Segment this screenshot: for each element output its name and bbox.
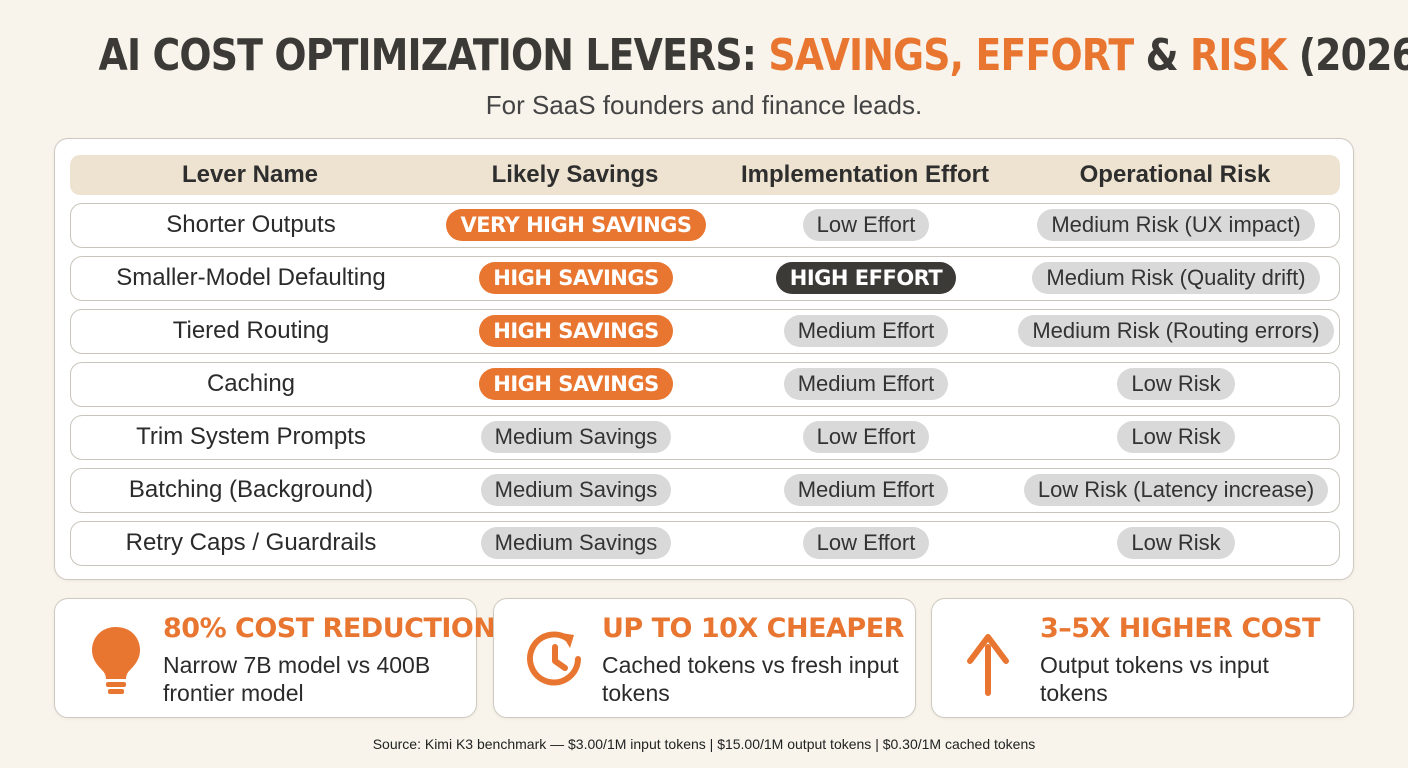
- stat-headline: 3–5X HIGHER COST: [1040, 613, 1320, 644]
- table-header: Lever Name Likely Savings Implementation…: [70, 155, 1340, 195]
- table-row: Caching HIGH SAVINGS Medium Effort Low R…: [70, 362, 1340, 407]
- header-likely-savings: Likely Savings: [491, 161, 659, 188]
- lever-name: Smaller-Model Defaulting: [116, 264, 386, 291]
- table-row: Retry Caps / Guardrails Medium Savings L…: [70, 521, 1340, 566]
- savings-badge: HIGH SAVINGS: [479, 262, 673, 294]
- lightbulb-icon: [81, 621, 151, 697]
- title-space: [963, 30, 975, 81]
- risk-badge: Medium Risk (UX impact): [1037, 209, 1315, 241]
- risk-badge: Medium Risk (Quality drift): [1032, 262, 1320, 294]
- lever-name: Trim System Prompts: [136, 423, 366, 450]
- stat-headline: UP TO 10X CHEAPER: [602, 613, 904, 644]
- table-row: Smaller-Model Defaulting HIGH SAVINGS HI…: [70, 256, 1340, 301]
- risk-badge: Medium Risk (Routing errors): [1018, 315, 1334, 347]
- stat-description: Narrow 7B model vs 400B frontier model: [163, 652, 431, 706]
- lever-name: Batching (Background): [128, 476, 374, 503]
- savings-badge: VERY HIGH SAVINGS: [446, 209, 706, 241]
- savings-badge: Medium Savings: [480, 474, 672, 506]
- risk-badge: Low Risk: [1117, 421, 1235, 453]
- title-amp: &: [1133, 30, 1191, 81]
- effort-badge: Low Effort: [802, 527, 930, 559]
- table-row: Tiered Routing HIGH SAVINGS Medium Effor…: [70, 309, 1340, 354]
- effort-badge: Medium Effort: [783, 315, 949, 347]
- lever-name: Caching: [206, 370, 296, 397]
- savings-badge: Medium Savings: [480, 527, 672, 559]
- title-risk: RISK: [1190, 30, 1287, 81]
- subtitle: For SaaS founders and finance leads.: [485, 90, 923, 120]
- lever-name: Shorter Outputs: [166, 211, 336, 238]
- risk-badge: Low Risk: [1117, 368, 1235, 400]
- page-title: AI COST OPTIMIZATION LEVERS: SAVINGS, EF…: [98, 30, 1408, 81]
- savings-badge: Medium Savings: [480, 421, 672, 453]
- effort-badge: Low Effort: [802, 421, 930, 453]
- risk-badge: Low Risk: [1117, 527, 1235, 559]
- clock-refresh-icon: [520, 621, 590, 697]
- title-text: AI COST OPTIMIZATION LEVERS:: [98, 30, 769, 81]
- title-savings: SAVINGS,: [768, 30, 964, 81]
- title-year: (2026): [1298, 30, 1408, 81]
- header-operational-risk: Operational Risk: [1079, 161, 1271, 188]
- header-implementation-effort: Implementation Effort: [740, 161, 989, 188]
- stat-description: Output tokens vs input tokens: [1040, 652, 1269, 706]
- levers-table: Lever Name Likely Savings Implementation…: [54, 138, 1354, 580]
- effort-badge: Medium Effort: [783, 368, 949, 400]
- title-effort: EFFORT: [975, 30, 1134, 81]
- stat-card-cost-reduction: 80% COST REDUCTION Narrow 7B model vs 40…: [54, 598, 496, 718]
- stat-card-higher-cost: 3–5X HIGHER COST Output tokens vs input …: [931, 598, 1354, 718]
- header-lever-name: Lever Name: [181, 161, 319, 188]
- effort-badge: Low Effort: [802, 209, 930, 241]
- risk-badge: Low Risk (Latency increase): [1023, 474, 1329, 506]
- table-row: Batching (Background) Medium Savings Med…: [70, 468, 1340, 513]
- stat-card-cheaper: UP TO 10X CHEAPER Cached tokens vs fresh…: [493, 598, 916, 718]
- stat-headline: 80% COST REDUCTION: [163, 613, 496, 644]
- source-note: Source: Kimi K3 benchmark — $3.00/1M inp…: [372, 736, 1036, 752]
- savings-badge: HIGH SAVINGS: [479, 368, 673, 400]
- stat-description: Cached tokens vs fresh input tokens: [602, 652, 899, 706]
- effort-badge: Medium Effort: [783, 474, 949, 506]
- lever-name: Tiered Routing: [172, 317, 330, 344]
- effort-badge: HIGH EFFORT: [775, 262, 957, 294]
- arrow-up-icon: [958, 621, 1028, 697]
- lever-name: Retry Caps / Guardrails: [125, 529, 377, 556]
- savings-badge: HIGH SAVINGS: [479, 315, 673, 347]
- table-row: Shorter Outputs VERY HIGH SAVINGS Low Ef…: [70, 203, 1340, 248]
- table-row: Trim System Prompts Medium Savings Low E…: [70, 415, 1340, 460]
